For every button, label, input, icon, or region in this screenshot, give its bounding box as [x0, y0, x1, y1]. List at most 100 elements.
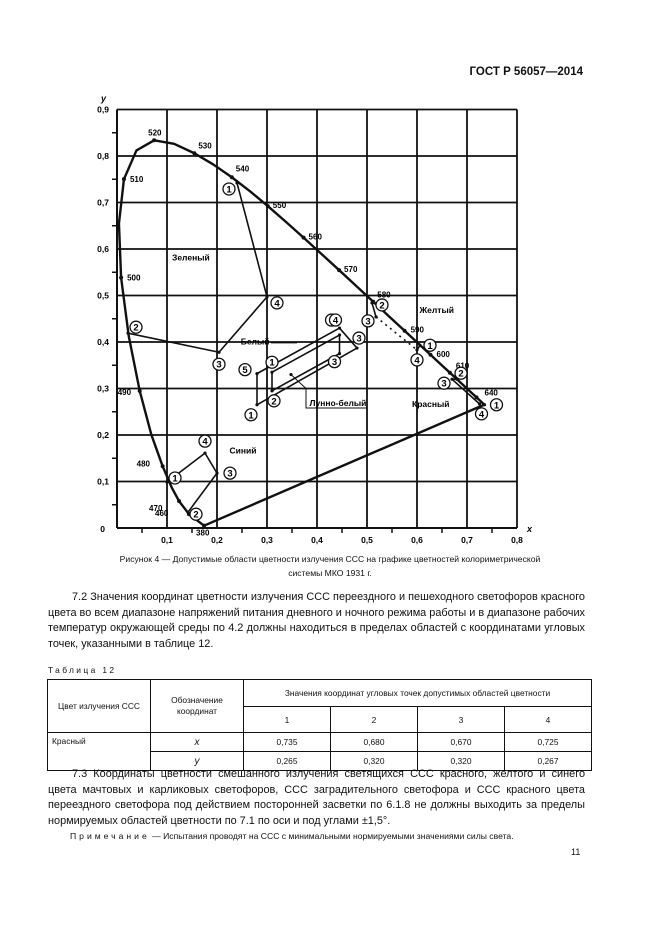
- table-12: Цвет излучения ССС Обозначение координат…: [47, 679, 592, 771]
- point-number: 2: [133, 323, 138, 334]
- caption-line-1: Рисунок 4 — Допустимые области цветности…: [119, 554, 541, 564]
- point-number: 1: [269, 358, 275, 369]
- cell-value: 0,680: [330, 732, 418, 752]
- page-number: 11: [571, 847, 581, 857]
- wavelength-label: 600: [437, 350, 451, 359]
- point-number-circle: [489, 398, 504, 412]
- header-point-4: 4: [504, 706, 592, 733]
- x-tick-label: 0,6: [411, 535, 423, 545]
- note-text: — Испытания проводят на ССС с минимальны…: [149, 831, 514, 841]
- wavelength-marker: [301, 235, 306, 240]
- point-number-circle: [375, 298, 389, 312]
- wavelength-marker: [137, 388, 142, 393]
- section-7-2-text: 7.2 Значения координат цветности излучен…: [48, 591, 585, 650]
- region-vertex: [415, 348, 419, 352]
- x-axis-label: x: [526, 524, 533, 534]
- point-number: 1: [172, 473, 178, 484]
- point-number: 4: [414, 355, 420, 366]
- region-edge: [271, 334, 340, 373]
- point-number-circle: [454, 366, 468, 380]
- y-tick-label: 0,7: [97, 198, 109, 208]
- caption-line-2: системы МКО 1931 г.: [288, 568, 372, 578]
- point-number-circle: [168, 471, 182, 485]
- region-vertex: [203, 451, 207, 455]
- region-edge: [338, 327, 358, 349]
- region-vertex: [418, 343, 422, 347]
- cell-color: Красный: [47, 732, 151, 771]
- region-vertex: [217, 350, 221, 354]
- y-tick-label: 0,5: [97, 291, 109, 301]
- wavelength-label: 590: [411, 326, 425, 335]
- point-number-circle: [423, 338, 437, 352]
- wavelength-label: 480: [137, 459, 151, 468]
- y-axis-label: y: [100, 94, 107, 104]
- region-vertex: [477, 402, 482, 406]
- region-vertex: [337, 333, 342, 337]
- region-edge: [204, 452, 218, 474]
- table-row: Красный x 0,735 0,680 0,670 0,725: [47, 732, 592, 771]
- region-vertex: [235, 181, 239, 185]
- wavelength-marker: [447, 370, 452, 375]
- wavelength-marker: [428, 352, 433, 357]
- section-7-3: 7.3 Координаты цветности смешанного излу…: [48, 767, 585, 829]
- point-number: 5: [242, 365, 248, 376]
- origin-label: 0: [100, 524, 105, 534]
- region-vertex: [270, 389, 274, 393]
- point-number: 2: [271, 396, 276, 407]
- wavelength-marker: [152, 138, 157, 143]
- point-number: 3: [356, 334, 361, 345]
- point-number-circle: [198, 434, 212, 448]
- region-label: Зеленый: [172, 253, 210, 263]
- region-vertex: [482, 403, 487, 407]
- wavelength-marker: [177, 499, 182, 504]
- leader-line: [290, 374, 367, 409]
- region-vertex: [255, 403, 259, 407]
- region-vertex: [186, 510, 190, 514]
- cell-value: 0,670: [417, 732, 505, 752]
- point-number: 4: [202, 437, 208, 448]
- region-edge: [187, 472, 218, 513]
- point-number-circle: [189, 507, 203, 521]
- region-vertex: [126, 331, 130, 335]
- cell-value: 0,735: [243, 732, 331, 752]
- point-number-circle: [212, 357, 226, 371]
- wavelength-marker: [202, 523, 207, 528]
- point-number-circle: [474, 407, 489, 421]
- wavelength-marker: [229, 175, 234, 180]
- point-number: 3: [441, 379, 446, 390]
- section-7-3-text: 7.3 Координаты цветности смешанного излу…: [48, 768, 585, 827]
- point-number: 4: [479, 409, 485, 420]
- wavelength-marker: [337, 268, 342, 273]
- point-number-circle: [352, 331, 366, 345]
- point-number-circle: [267, 394, 281, 408]
- figure-caption: Рисунок 4 — Допустимые области цветности…: [60, 552, 600, 580]
- wavelength-label: 510: [130, 175, 144, 184]
- y-tick-label: 0,6: [97, 244, 109, 254]
- point-number-circle: [223, 466, 237, 480]
- header-coord: Обозначение координат: [150, 679, 244, 733]
- region-edge: [371, 302, 377, 318]
- spectral-locus: [117, 139, 486, 527]
- region-edge: [236, 182, 268, 298]
- point-number: 2: [379, 300, 384, 311]
- point-number: 3: [332, 357, 337, 368]
- region-label: Желтый: [419, 305, 454, 315]
- point-number-circle: [238, 362, 252, 377]
- wavelength-label: 570: [344, 265, 358, 274]
- header-point-2: 2: [330, 706, 418, 733]
- wavelength-label: 460: [155, 509, 169, 518]
- cie-chromaticity-diagram: 0,1 0,2 0,3 0,4 0,5 0,6 0,7 0,8 0,1 0,2 0,3 0,4 0,5 0…: [97, 94, 533, 546]
- wavelength-label: 520: [148, 128, 162, 137]
- cell-value: 0,320: [417, 751, 505, 771]
- region-vertex: [270, 370, 274, 374]
- region-vertex: [265, 295, 269, 299]
- x-tick-label: 0,4: [311, 535, 323, 545]
- y-tick-label: 0,8: [97, 151, 109, 161]
- point-number-circle: [222, 182, 236, 196]
- point-number-circle: [129, 320, 143, 334]
- wavelength-label: 560: [309, 233, 323, 242]
- wavelength-label: 550: [273, 201, 287, 210]
- wavelength-label: 610: [456, 362, 470, 371]
- x-tick-label: 0,8: [511, 535, 523, 545]
- wavelength-label: 490: [118, 388, 132, 397]
